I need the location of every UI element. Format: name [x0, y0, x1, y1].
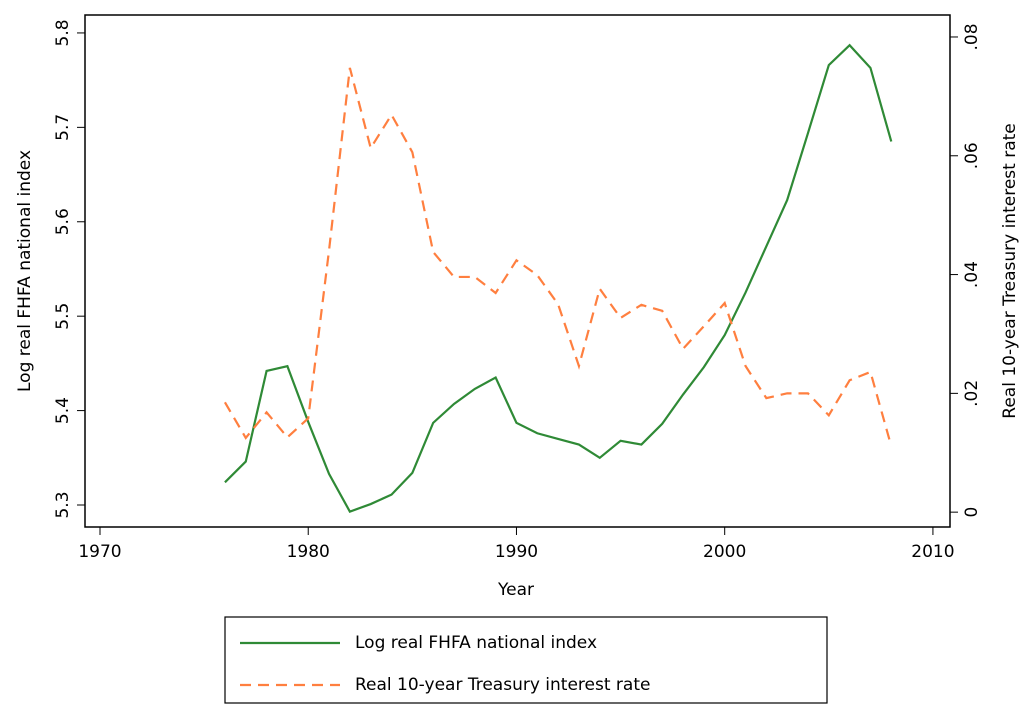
y2-tick-label: .04	[962, 261, 982, 288]
y2-axis-title: Real 10-year Treasury interest rate	[1000, 123, 1020, 418]
x-tick-label: 2010	[911, 542, 954, 562]
legend-label: Log real FHFA national index	[355, 633, 597, 653]
y2-tick-label: .02	[962, 380, 982, 407]
y-tick-label: 5.8	[53, 19, 73, 46]
y-tick-label: 5.6	[53, 208, 73, 235]
x-tick-label: 1970	[78, 542, 121, 562]
legend-box	[224, 616, 828, 704]
x-tick-label: 1990	[495, 542, 538, 562]
x-tick-label: 2000	[703, 542, 746, 562]
y2-tick-label: .06	[962, 142, 982, 169]
y-tick-label: 5.4	[53, 397, 73, 424]
series-line	[223, 67, 893, 447]
legend-label: Real 10-year Treasury interest rate	[355, 675, 650, 695]
plot-frame	[84, 14, 951, 528]
y2-tick-label: 0	[962, 507, 982, 518]
y2-tick-label: .08	[962, 23, 982, 50]
series-line	[224, 43, 893, 513]
x-axis-title: Year	[497, 580, 534, 600]
y-tick-label: 5.7	[53, 114, 73, 141]
y-tick-label: 5.5	[53, 303, 73, 330]
x-tick-label: 1980	[287, 542, 330, 562]
y-tick-label: 5.3	[53, 491, 73, 518]
y-axis-title: Log real FHFA national index	[15, 150, 35, 392]
